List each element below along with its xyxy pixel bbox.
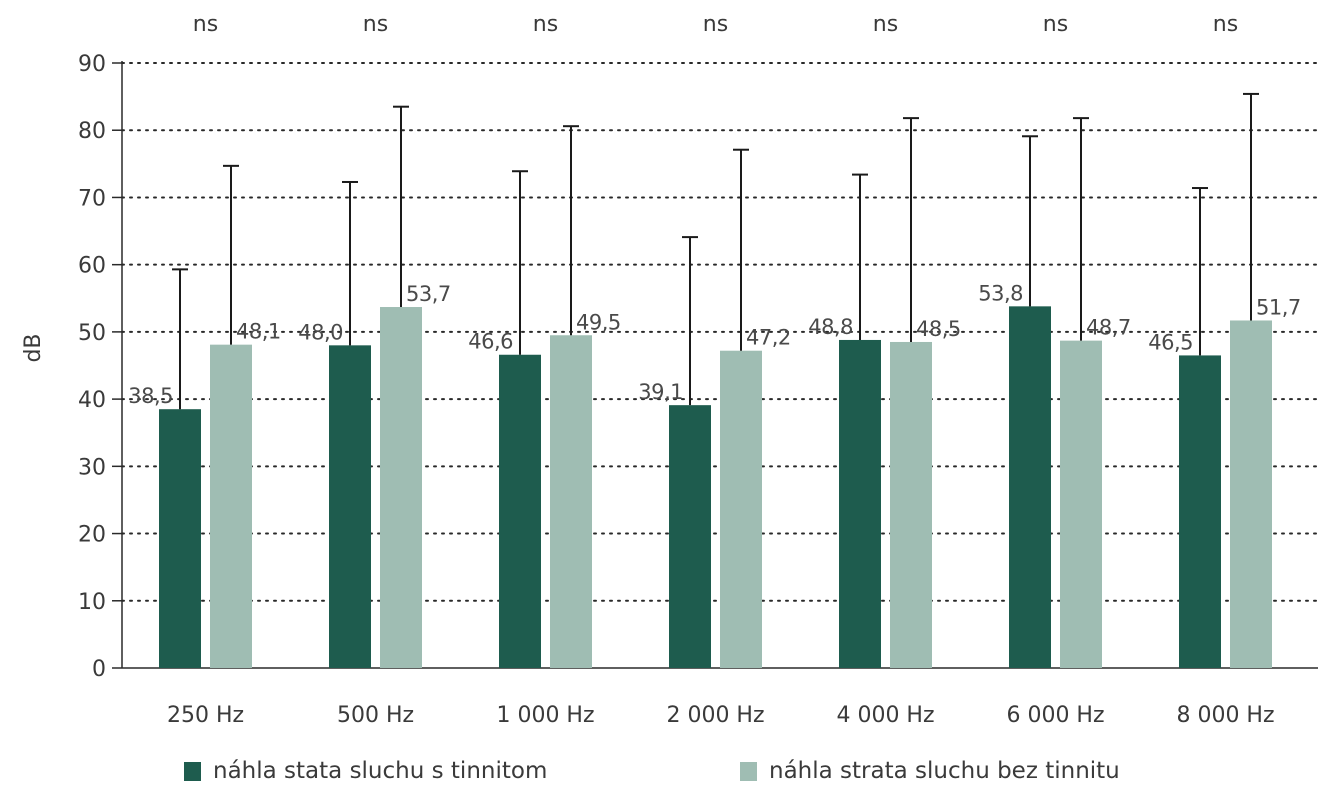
bars <box>159 92 1272 668</box>
y-tick-label: 10 <box>78 590 106 615</box>
grid-lines <box>121 62 1319 602</box>
legend-swatch-series-1 <box>184 761 201 781</box>
bar <box>1179 355 1221 668</box>
significance-label: ns <box>363 12 388 37</box>
x-tick-label: 250 Hz <box>167 703 244 728</box>
significance-label: ns <box>873 12 898 37</box>
data-label: 48,8 <box>808 315 853 339</box>
y-tick-label: 0 <box>92 657 106 682</box>
bar <box>1009 306 1051 668</box>
x-tick-label: 1 000 Hz <box>496 703 594 728</box>
data-label: 39,1 <box>638 380 683 404</box>
x-tick-label: 6 000 Hz <box>1006 703 1104 728</box>
data-label: 49,5 <box>576 310 621 334</box>
significance-label: ns <box>193 12 218 37</box>
bar <box>159 409 201 668</box>
legend-label-series-1: náhla stata sluchu s tinnitom <box>213 758 548 784</box>
data-label: 51,7 <box>1256 295 1301 319</box>
y-tick-label: 80 <box>78 119 106 144</box>
x-tick-label: 4 000 Hz <box>836 703 934 728</box>
legend-item-series-2: náhla strata sluchu bez tinnitu <box>740 758 1120 784</box>
significance-label: ns <box>533 12 558 37</box>
y-tick-label: 20 <box>78 523 106 548</box>
y-tick-label: 70 <box>78 186 106 211</box>
x-tick-label: 2 000 Hz <box>666 703 764 728</box>
bar <box>329 345 371 668</box>
y-tick-label: 90 <box>78 52 106 77</box>
x-axis: 250 Hz 500 Hz 1 000 Hz 2 000 Hz 4 000 Hz 6 00… <box>122 667 1318 728</box>
y-axis-title: dB <box>21 333 46 362</box>
data-label: 53,8 <box>978 281 1023 305</box>
bar <box>380 307 422 668</box>
significance-label: ns <box>1043 12 1068 37</box>
bar <box>720 350 762 668</box>
data-label: 47,2 <box>746 326 791 350</box>
x-tick-label: 500 Hz <box>337 703 414 728</box>
legend-swatch-series-2 <box>740 761 757 781</box>
significance-labels: ns ns ns ns ns ns ns <box>193 12 1238 37</box>
y-tick-label: 30 <box>78 455 106 480</box>
legend-item-series-1: náhla stata sluchu s tinnitom <box>184 758 547 784</box>
y-tick-label: 40 <box>78 388 106 413</box>
data-label: 38,5 <box>128 384 173 408</box>
y-axis: 0 10 20 30 40 50 60 70 80 90 <box>78 52 123 682</box>
significance-label: ns <box>703 12 728 37</box>
bar <box>1230 320 1272 668</box>
y-tick-label: 50 <box>78 321 106 346</box>
bar <box>499 354 541 668</box>
legend-label-series-2: náhla strata sluchu bez tinnitu <box>769 758 1120 784</box>
bar <box>669 405 711 668</box>
data-label: 46,6 <box>468 330 513 354</box>
data-label: 48,0 <box>298 320 343 344</box>
x-tick-label: 8 000 Hz <box>1176 703 1274 728</box>
bar <box>550 335 592 668</box>
data-label: 46,5 <box>1148 330 1193 354</box>
bar <box>210 344 252 668</box>
bar-chart: 0 10 20 30 40 50 60 70 80 90 250 Hz 500 Hz 1 000 Hz… <box>21 12 1319 728</box>
data-label: 48,1 <box>236 320 281 344</box>
significance-label: ns <box>1213 12 1238 37</box>
bar <box>890 341 932 668</box>
data-label: 48,7 <box>1086 316 1131 340</box>
bar <box>839 339 881 668</box>
data-label: 53,7 <box>406 282 451 306</box>
data-labels: 38,5 48,1 48,0 53,7 46,6 49,5 39,1 47,2 48,8 48,5… <box>128 281 1301 408</box>
data-label: 48,5 <box>916 317 961 341</box>
bar <box>1060 340 1102 668</box>
y-tick-label: 60 <box>78 254 106 279</box>
